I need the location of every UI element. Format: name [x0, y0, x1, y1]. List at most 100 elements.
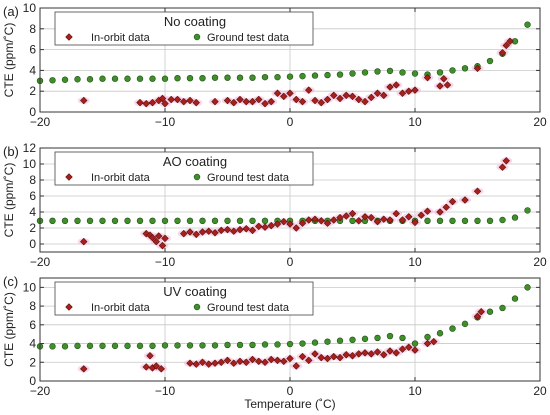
- ground-test-point: [486, 217, 494, 225]
- in-orbit-point: [361, 349, 369, 357]
- in-orbit-point: [80, 237, 88, 246]
- in-orbit-point: [373, 89, 382, 98]
- in-orbit-point: [317, 98, 325, 107]
- ground-test-point: [486, 308, 494, 315]
- ground-test-point: [49, 343, 56, 350]
- ground-test-point: [386, 332, 394, 340]
- y-tick-label: 4: [29, 337, 36, 351]
- y-axis-label: CTE (ppm/˚C): [2, 23, 16, 98]
- in-orbit-point: [355, 217, 363, 225]
- in-orbit-point: [158, 241, 167, 250]
- ground-test-point: [299, 340, 306, 347]
- in-orbit-point: [180, 229, 188, 238]
- in-orbit-point: [173, 95, 182, 104]
- panel-label: (c): [3, 274, 18, 289]
- ground-test-point: [124, 75, 131, 82]
- legend-in-orbit-marker: [65, 303, 73, 311]
- legend-ground-test-label: Ground test data: [207, 172, 290, 184]
- ground-test-point: [286, 340, 294, 348]
- ground-test-point: [236, 217, 244, 225]
- data-points: [36, 157, 531, 250]
- y-tick-label: 4: [29, 63, 36, 77]
- in-orbit-point: [380, 215, 388, 223]
- legend-ground-test-marker: [193, 33, 201, 41]
- legend-box: [54, 151, 314, 186]
- ground-test-point: [411, 70, 419, 77]
- y-tick-label: 0: [29, 237, 36, 251]
- in-orbit-point: [161, 99, 169, 108]
- ground-test-point: [224, 341, 231, 349]
- in-orbit-point: [255, 222, 263, 231]
- in-orbit-point: [423, 207, 432, 215]
- ground-test-point: [349, 217, 356, 225]
- in-orbit-point: [261, 223, 269, 231]
- in-orbit-point: [298, 352, 307, 361]
- in-orbit-point: [292, 224, 300, 232]
- in-orbit-point: [448, 197, 457, 206]
- in-orbit-point: [330, 352, 338, 361]
- ground-test-point: [374, 334, 381, 342]
- ground-test-point: [374, 68, 381, 75]
- in-orbit-point: [355, 95, 363, 104]
- ground-test-point: [149, 342, 156, 350]
- in-orbit-point: [355, 350, 363, 358]
- ground-test-point: [174, 342, 181, 349]
- in-orbit-point: [473, 187, 482, 195]
- ground-test-point: [274, 341, 281, 348]
- in-orbit-point: [273, 89, 282, 98]
- in-orbit-point: [317, 353, 325, 362]
- in-orbit-point: [380, 351, 388, 359]
- in-orbit-point: [305, 216, 313, 224]
- ground-test-point: [249, 74, 256, 81]
- y-tick-label: 8: [29, 173, 36, 187]
- in-orbit-point: [311, 215, 319, 223]
- x-tick-label: −10: [155, 384, 176, 398]
- in-orbit-point: [311, 96, 319, 105]
- ground-test-point: [361, 335, 369, 343]
- y-tick-label: 8: [29, 22, 36, 36]
- ground-test-point: [336, 71, 344, 78]
- legend-in-orbit-label: In-orbit data: [91, 32, 151, 44]
- in-orbit-point: [286, 354, 294, 363]
- in-orbit-point: [405, 343, 413, 352]
- in-orbit-point: [317, 217, 325, 225]
- x-tick-label: −10: [155, 115, 176, 129]
- in-orbit-point: [286, 89, 294, 98]
- x-tick-label: 10: [408, 115, 422, 129]
- ground-test-point: [449, 325, 456, 332]
- ground-test-point: [436, 217, 444, 225]
- ground-test-point: [249, 341, 256, 349]
- in-orbit-point: [248, 97, 257, 106]
- in-orbit-point: [411, 86, 419, 94]
- ground-test-point: [199, 342, 206, 349]
- ground-test-point: [74, 76, 81, 83]
- legend: No coating In-orbit data Ground test data: [54, 11, 314, 46]
- in-orbit-point: [373, 348, 382, 356]
- legend-ground-test-label: Ground test data: [207, 32, 290, 44]
- in-orbit-point: [380, 91, 388, 100]
- in-orbit-point: [236, 357, 244, 366]
- legend-title: No coating: [164, 14, 226, 29]
- in-orbit-point: [348, 92, 357, 101]
- in-orbit-point: [192, 230, 200, 239]
- in-orbit-point: [242, 358, 250, 366]
- ground-test-point: [324, 71, 331, 79]
- x-tick-label: 20: [533, 255, 547, 269]
- in-orbit-point: [430, 337, 438, 346]
- chart-panel-3: −20 −10 0 10 20 0 2 4 6 8 10 CTE (ppm/˚C) (c) UV coat…: [2, 274, 547, 398]
- ground-test-point: [124, 342, 131, 350]
- ground-test-point: [61, 217, 69, 225]
- in-orbit-point: [230, 227, 238, 235]
- in-orbit-point: [367, 213, 375, 222]
- ground-test-point: [436, 330, 444, 337]
- y-tick-label: 8: [29, 299, 36, 313]
- y-tick-label: 10: [23, 1, 37, 15]
- in-orbit-point: [255, 95, 263, 104]
- ground-test-point: [99, 75, 106, 82]
- legend-title: AO coating: [163, 154, 227, 169]
- in-orbit-point: [211, 359, 219, 367]
- in-orbit-point: [148, 98, 157, 107]
- ground-test-point: [474, 217, 481, 225]
- in-orbit-point: [440, 74, 448, 83]
- ground-test-point: [136, 75, 144, 82]
